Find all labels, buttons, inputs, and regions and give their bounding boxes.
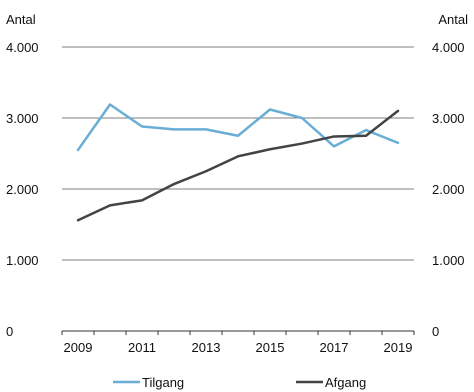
y-axis-label-right: Antal [438,12,468,27]
x-tick-label: 2015 [256,340,285,355]
y-axis-label-left: Antal [6,12,36,27]
y-tick-label-right: 3.000 [432,111,465,126]
y-tick-label-left: 0 [6,324,13,339]
axes: 0 0 1.000 1.000 2.000 2.000 3.000 3.000 4.000 4.0… [6,40,465,355]
y-tick-label-left: 2.000 [6,182,39,197]
legend: Tilgang Afgang [113,375,366,390]
x-tick-label: 2017 [320,340,349,355]
y-tick-label-right: 1.000 [432,253,465,268]
legend-label-tilgang: Tilgang [142,375,184,390]
series-group [76,103,400,222]
y-tick-label-left: 4.000 [6,40,39,55]
y-tick-label-right: 4.000 [432,40,465,55]
x-tick-label: 2013 [192,340,221,355]
y-tick-label-left: 1.000 [6,253,39,268]
x-tick-label: 2019 [384,340,413,355]
y-tick-label-right: 0 [432,324,439,339]
series-line-tilgang [76,103,400,152]
grid-lines [62,46,414,261]
legend-label-afgang: Afgang [325,375,366,390]
x-tick-label: 2009 [64,340,93,355]
y-tick-label-right: 2.000 [432,182,465,197]
series-line-afgang [76,109,400,222]
y-tick-label-left: 3.000 [6,111,39,126]
x-tick-label: 2011 [128,340,156,355]
